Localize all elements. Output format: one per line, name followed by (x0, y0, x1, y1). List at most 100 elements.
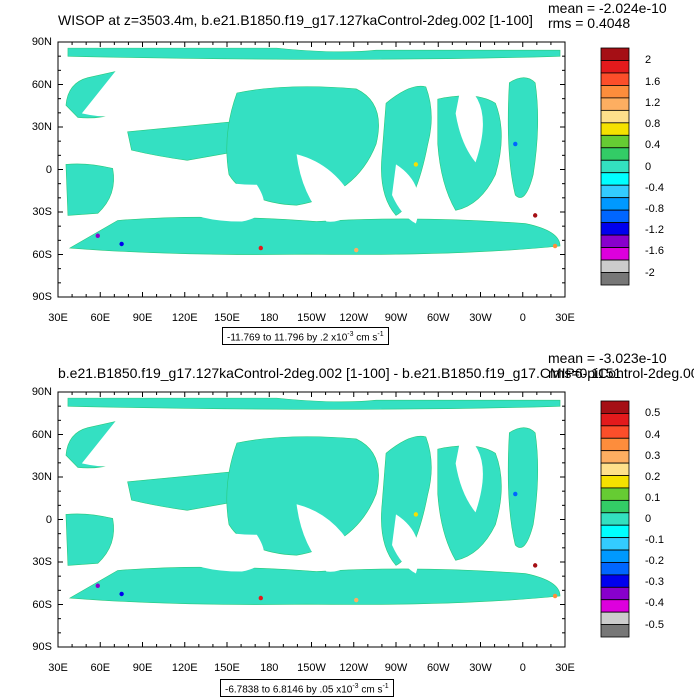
panel1-extreme-point (513, 141, 518, 147)
panel2-range-label: -6.7838 to 6.8146 by .05 x10-3 cm s-1 (220, 679, 394, 698)
panel2-extreme-point (513, 491, 518, 497)
panel2-colorbar-label: 0.1 (645, 491, 661, 504)
panel1-land-mask (175, 164, 265, 222)
panel2-ocean-region (507, 427, 539, 548)
panel1-extreme-point (258, 245, 263, 251)
panel2-xtick-label: 60E (90, 662, 111, 674)
panel2-colorbar-box (600, 586, 630, 601)
panel1-ytick-label: 60S (32, 248, 52, 261)
panel2-land-mask (296, 504, 357, 572)
panel1-extreme-point (413, 162, 419, 167)
panel1-xtick-label: 150E (214, 312, 240, 324)
panel1-colorbar-label: 1.2 (645, 96, 661, 109)
panel2-colorbar-label: 0.5 (645, 407, 661, 420)
panel1-colorbar-label: -2 (645, 266, 655, 279)
panel1-land-mask (455, 82, 483, 163)
panel2-colorbar-label: 0 (645, 513, 652, 525)
panel1-colorbar-box (600, 47, 630, 61)
panel2-colorbar-box (600, 599, 630, 613)
panel1-ocean-region (507, 77, 539, 198)
panel2-xtick-label: 120W (339, 662, 369, 674)
panel2-colorbar-box (600, 487, 630, 501)
panel2-colorbar-label: -0.5 (645, 618, 664, 631)
panel1-colorbar-box (600, 109, 630, 124)
panel1-extreme-point (119, 241, 124, 247)
panel1-colorbar-box (600, 134, 630, 149)
panel1-colorbar-box (600, 272, 630, 286)
panel1-land-mask (392, 164, 420, 224)
panel2-land-mask (175, 514, 265, 572)
panel2-xtick-label: 30E (48, 662, 68, 674)
panel1-xtick-label: 180 (260, 312, 279, 324)
panel2-ocean-region (65, 513, 114, 566)
panel2-colorbar-box (600, 562, 630, 576)
panel2-colorbar-box (600, 413, 630, 427)
panel2-colorbar-label: -0.2 (645, 555, 664, 568)
panel2-colorbar-box (600, 400, 630, 414)
panel1-colorbar-label: 1.6 (645, 75, 661, 88)
panel1-ytick-label: 60N (31, 78, 52, 91)
panel2-colorbar-box (600, 512, 630, 526)
panel1-colorbar-label: 0.8 (645, 118, 661, 131)
panel1-colorbar-box (600, 122, 630, 136)
panel2-colorbar-box (600, 611, 630, 625)
panel1-colorbar-box (600, 222, 630, 236)
panel1-ytick-label: 90N (31, 36, 52, 48)
panel2-rms: rms=0.1151 (548, 365, 622, 381)
panel2-colorbar-label: 0.4 (645, 428, 661, 441)
panel1-xtick-label: 120E (171, 312, 198, 324)
panel1-xtick-label: 30W (469, 312, 492, 324)
panel2-title: b.e21.B1850.f19_g17.127kaControl-2deg.00… (58, 365, 694, 381)
panel2-xtick-label: 30W (469, 662, 492, 674)
panel2-ytick-label: 30N (31, 471, 52, 483)
panel1-rms: rms = 0.4048 (548, 15, 631, 31)
panel1-colorbar-box (600, 72, 630, 86)
panel2-xtick-label: 90W (384, 662, 408, 674)
panel1-colorbar-box (600, 147, 630, 161)
panel2-ytick-label: 90S (32, 641, 52, 653)
panel2-colorbar-label: -0.1 (645, 534, 664, 547)
panel1-colorbar-box (600, 259, 630, 273)
panel1-extreme-point (354, 247, 359, 253)
panel2-extreme-point (95, 583, 100, 589)
panel1-xtick-label: 0 (519, 312, 526, 324)
panel2-colorbar-box (600, 437, 630, 452)
panel2-ocean-region (226, 436, 379, 556)
panel2-xtick-label: 150E (214, 662, 240, 674)
panel2-colorbar-box (600, 499, 630, 514)
panel1-xtick-label: 60W (426, 312, 450, 324)
panel2-xtick-label: 0 (519, 662, 526, 674)
panel2-land-mask (81, 412, 160, 467)
panel2-ocean-region (67, 397, 561, 410)
panel2-colorbar-label: 0.3 (645, 449, 661, 462)
panel1-title: WISOP at z=3503.4m, b.e21.B1850.f19_g17.… (58, 12, 533, 28)
panel2-colorbar-box (600, 462, 630, 476)
panel1-mean: mean = -2.024e-10 (548, 0, 667, 16)
panel1-colorbar-label: -1.2 (645, 224, 664, 237)
panel2-colorbar-box (600, 475, 630, 489)
panel2-xtick-label: 30E (555, 662, 575, 674)
panel2-land-mask (392, 514, 420, 574)
panel1-field (65, 47, 561, 255)
panel2-extreme-point (532, 563, 538, 568)
panel2-colorbar-label: -0.4 (645, 597, 664, 610)
panel1-extreme-point (532, 213, 538, 218)
panel1-xtick-label: 30E (48, 312, 68, 324)
panel1-extreme-point (552, 243, 558, 249)
panel2-extreme-point (119, 591, 124, 597)
panel1-colorbar-box (600, 172, 630, 186)
panel1-colorbar-box (600, 85, 630, 99)
panel2-colorbar-box (600, 624, 630, 638)
panel2-xtick-label: 90E (132, 662, 153, 674)
panel1-colorbar-label: -1.6 (645, 245, 664, 258)
panel1-ocean-region (226, 86, 379, 206)
panel1-ocean-region (67, 47, 561, 60)
panel1-colorbar-box (600, 184, 630, 199)
panel2-xtick-label: 150W (297, 662, 326, 674)
panel2-colorbar-label: 0.2 (645, 470, 661, 483)
panel1-colorbar-label: 2 (645, 54, 652, 67)
panel2-mean: mean = -3.023e-10 (548, 350, 667, 366)
panel1-xtick-label: 90W (384, 312, 408, 324)
panel2-xtick-label: 60W (426, 662, 450, 674)
panel2-ytick-label: 0 (45, 513, 52, 526)
